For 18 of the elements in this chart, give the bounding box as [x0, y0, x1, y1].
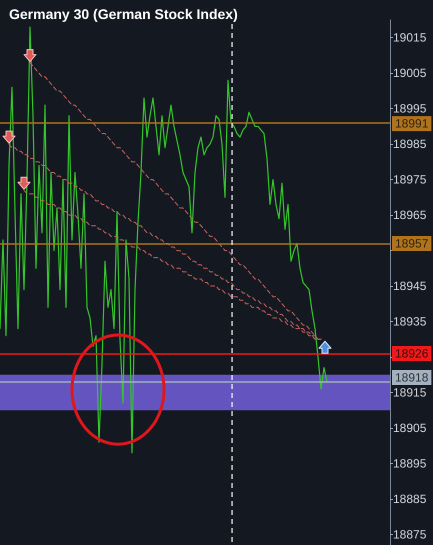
chart-title: Germany 30 (German Stock Index): [9, 6, 238, 22]
ref-line-label: 18918: [395, 370, 429, 384]
y-tick-label: 18885: [393, 492, 427, 506]
ref-line-label: 18991: [395, 116, 429, 131]
y-tick-label: 18915: [393, 385, 427, 400]
y-tick-label: 18975: [393, 172, 427, 187]
y-tick-label: 18905: [393, 420, 427, 435]
ref-line-label: 18926: [395, 346, 429, 360]
y-tick-label: 18935: [393, 314, 427, 329]
y-tick-label: 18875: [393, 527, 427, 542]
y-tick-label: 18895: [393, 456, 427, 470]
y-tick-label: 18995: [393, 102, 427, 116]
ref-line-label: 18957: [395, 236, 429, 250]
y-tick-label: 19015: [393, 30, 427, 45]
y-tick-label: 18965: [393, 208, 427, 222]
y-tick-label: 18985: [393, 137, 427, 152]
y-tick-label: 18945: [393, 279, 427, 294]
y-tick-label: 19005: [393, 66, 427, 80]
